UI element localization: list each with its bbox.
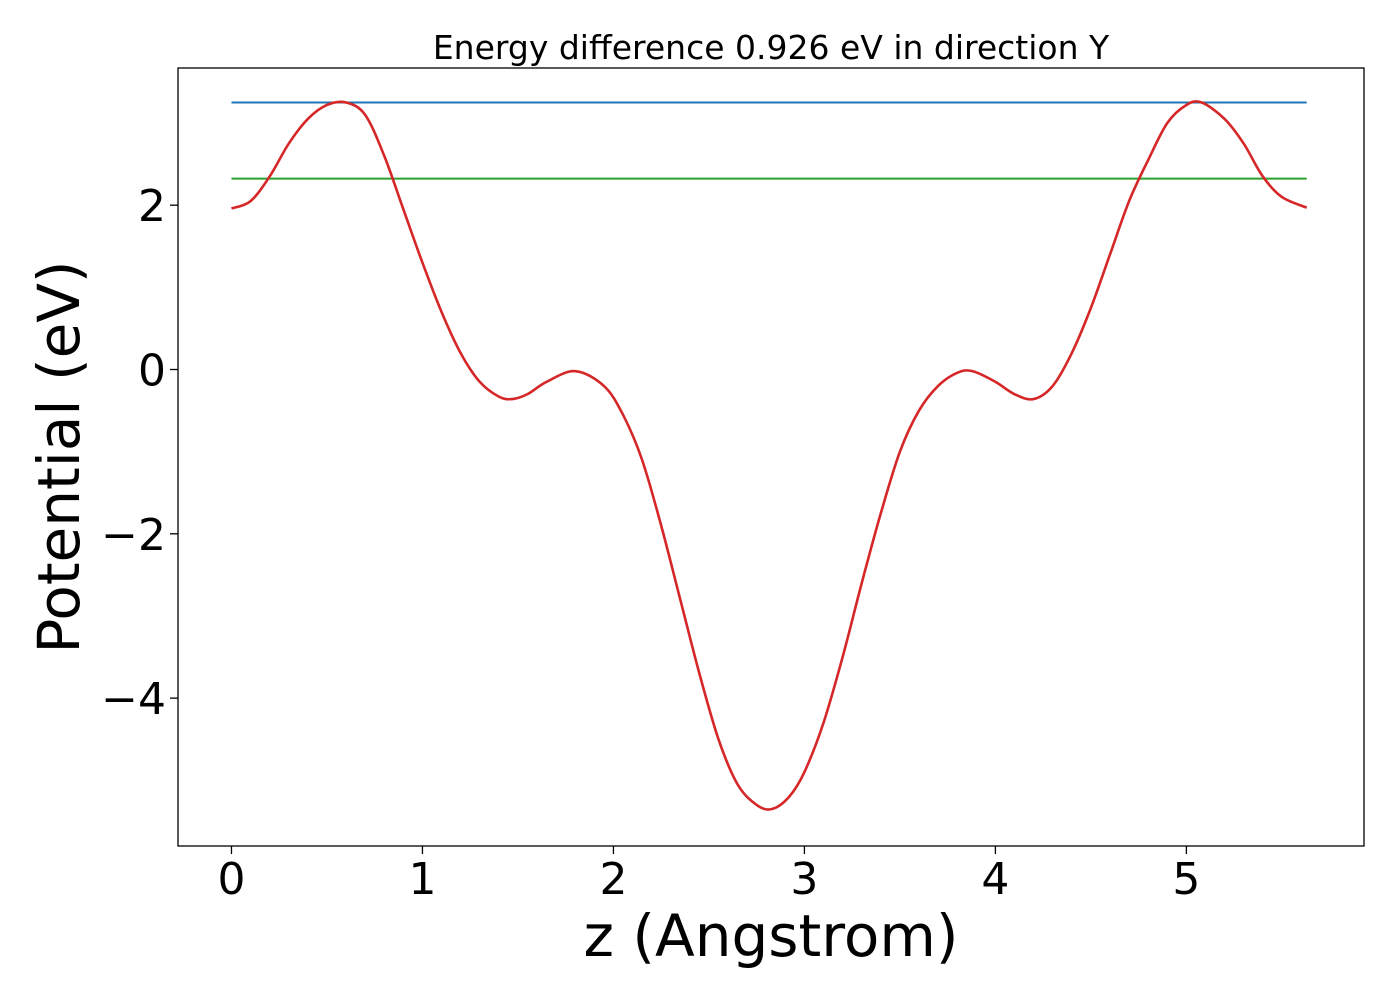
plot-frame [177, 67, 1365, 847]
series-layer [231, 100, 1308, 811]
x-tick-label: 3 [790, 854, 818, 905]
y-tick-label: −2 [101, 510, 166, 561]
y-axis-label: Potential (eV) [25, 260, 93, 653]
x-tick-label: 5 [1172, 854, 1200, 905]
x-axis: 0 1 2 3 4 5 [217, 846, 1200, 905]
x-tick-label: 2 [599, 854, 627, 905]
y-tick-label: 0 [138, 346, 166, 397]
x-tick-label: 0 [217, 854, 245, 905]
x-axis-label: z (Angstrom) [584, 902, 959, 970]
x-tick-label: 4 [981, 854, 1009, 905]
y-tick-label: −4 [101, 674, 166, 725]
series-line-0 [231, 100, 1308, 811]
x-tick-label: 1 [408, 854, 436, 905]
chart-title: Energy difference 0.926 eV in direction … [433, 28, 1110, 67]
y-axis: −4 −2 0 2 [101, 181, 178, 725]
y-tick-label: 2 [138, 181, 166, 232]
